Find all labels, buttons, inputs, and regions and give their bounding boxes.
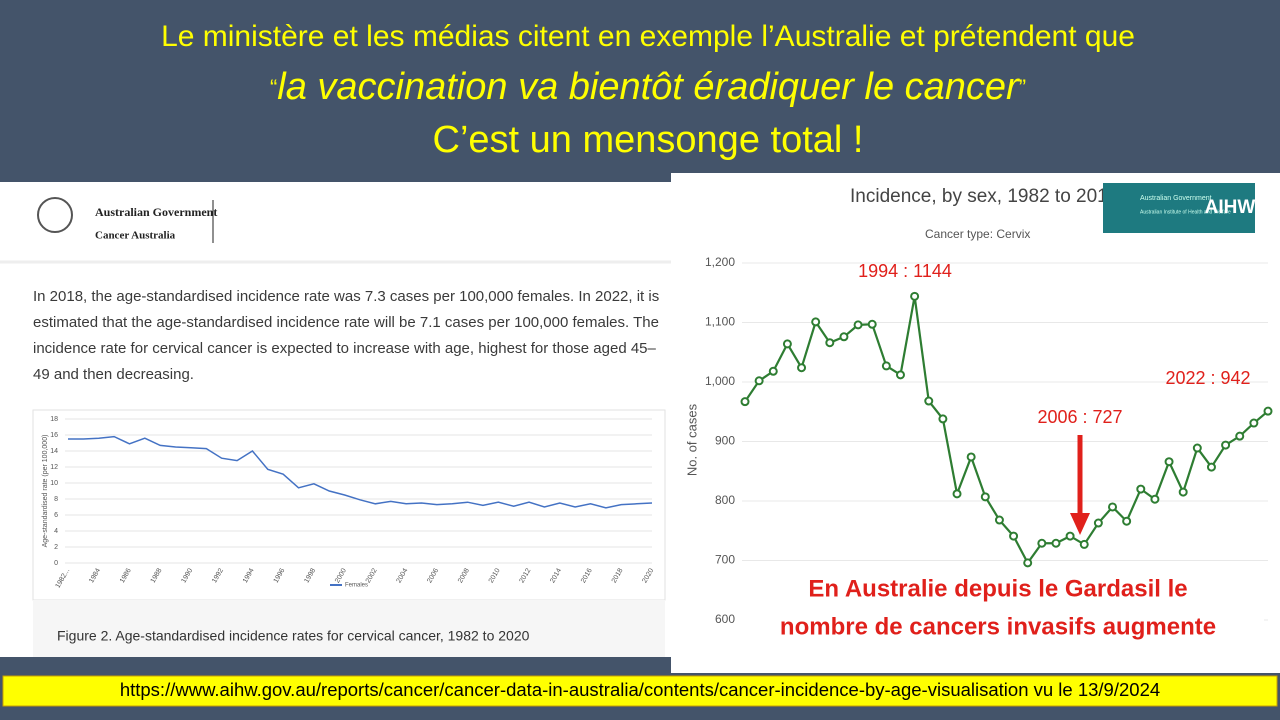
charts: 0 2 4 6 8 10 12 14 16 18 Age-standardised rate (pe… — [42, 255, 1273, 626]
annotation: 2006 : 727 — [1037, 407, 1122, 427]
title-line: C’est un mensonge total ! — [433, 119, 864, 161]
caption-box — [33, 600, 665, 657]
y-tick-label: 18 — [50, 416, 58, 423]
point — [839, 332, 849, 342]
point — [1108, 502, 1118, 512]
point — [782, 339, 792, 349]
source-bar — [2, 675, 1278, 707]
point — [1079, 539, 1089, 549]
point — [1206, 462, 1216, 472]
point — [952, 489, 962, 499]
caption: Figure 2. Age-standardised incidence rat… — [57, 628, 530, 644]
point — [938, 414, 948, 424]
point — [1178, 487, 1188, 497]
aihw-logo — [1103, 183, 1255, 233]
point — [1235, 431, 1245, 441]
point — [980, 492, 990, 502]
title-line: Le ministère et les médias citent en exe… — [161, 20, 1135, 53]
y-axis-label: Age-standardised rate (per 100,000) — [42, 435, 49, 548]
point — [910, 291, 920, 301]
point — [1263, 406, 1273, 416]
point — [1192, 443, 1202, 453]
y-tick-label: 10 — [50, 480, 58, 487]
point — [994, 515, 1004, 525]
point — [853, 320, 863, 330]
y-tick-label: 600 — [715, 612, 735, 626]
paragraph: In 2018, the age-standardised incidence … — [33, 288, 660, 383]
quote: “ — [270, 75, 277, 100]
annotation: 1994 : 1144 — [858, 261, 952, 281]
logo-text: Australian Government — [1140, 195, 1212, 202]
y-tick-label: 14 — [50, 448, 58, 455]
point — [924, 396, 934, 406]
y-tick-label: 12 — [50, 464, 58, 471]
quote: ” — [1019, 75, 1026, 100]
point — [1093, 518, 1103, 528]
claim-bg — [738, 572, 1264, 648]
point — [797, 363, 807, 373]
point — [1164, 457, 1174, 467]
y-tick-label: 8 — [54, 496, 58, 503]
claim: nombre de cancers invasifs augmente — [780, 613, 1216, 640]
point — [1023, 558, 1033, 568]
point — [1037, 538, 1047, 548]
crest — [37, 197, 73, 233]
chart-subtitle: Cancer type: Cervix — [925, 227, 1030, 241]
point — [1009, 531, 1019, 541]
point — [740, 397, 750, 407]
point — [1122, 516, 1132, 526]
y-tick-label: 2 — [54, 544, 58, 551]
point — [867, 319, 877, 329]
point — [1221, 440, 1231, 450]
y-tick-label: 900 — [715, 434, 735, 448]
point — [811, 317, 821, 327]
chart-box — [32, 409, 666, 601]
annotation: 2022 : 942 — [1165, 368, 1250, 388]
point — [1249, 418, 1259, 428]
point — [895, 370, 905, 380]
logo-text: Cancer Australia — [95, 230, 176, 242]
legend-label: Females — [345, 583, 368, 589]
point — [1051, 538, 1061, 548]
logo-text: Australian Government — [95, 205, 217, 219]
y-tick-label: 700 — [715, 553, 735, 567]
point — [1136, 484, 1146, 494]
claim: En Australie depuis le Gardasil le — [808, 575, 1187, 602]
point — [825, 338, 835, 348]
logo-text: AIHW — [1205, 197, 1256, 218]
quote-text: la vaccination va bientôt éradiquer le c… — [277, 66, 1020, 108]
point — [754, 376, 764, 386]
point — [881, 361, 891, 371]
point — [1150, 494, 1160, 504]
logo-text: Australian Institute of Health and Welfa… — [1140, 209, 1231, 215]
y-tick-label: 1,100 — [705, 315, 735, 329]
source-url: https://www.aihw.gov.au/reports/cancer/c… — [120, 679, 1160, 700]
y-tick-label: 16 — [50, 432, 58, 439]
point — [1065, 531, 1075, 541]
y-tick-label: 0 — [54, 560, 58, 567]
y-tick-label: 1,000 — [705, 374, 735, 388]
y-tick-label: 6 — [54, 512, 58, 519]
arrow-head — [1070, 513, 1090, 535]
point — [966, 452, 976, 462]
y-axis-label: No. of cases — [684, 403, 699, 476]
y-tick-label: 1,200 — [705, 255, 735, 269]
point — [768, 366, 778, 376]
y-tick-label: 800 — [715, 493, 735, 507]
series-line — [68, 435, 653, 509]
chart-title: Incidence, by sex, 1982 to 2019 — [850, 186, 1118, 207]
y-tick-label: 4 — [54, 528, 58, 535]
title-line: “la vaccination va bientôt éradiquer le … — [270, 66, 1026, 108]
